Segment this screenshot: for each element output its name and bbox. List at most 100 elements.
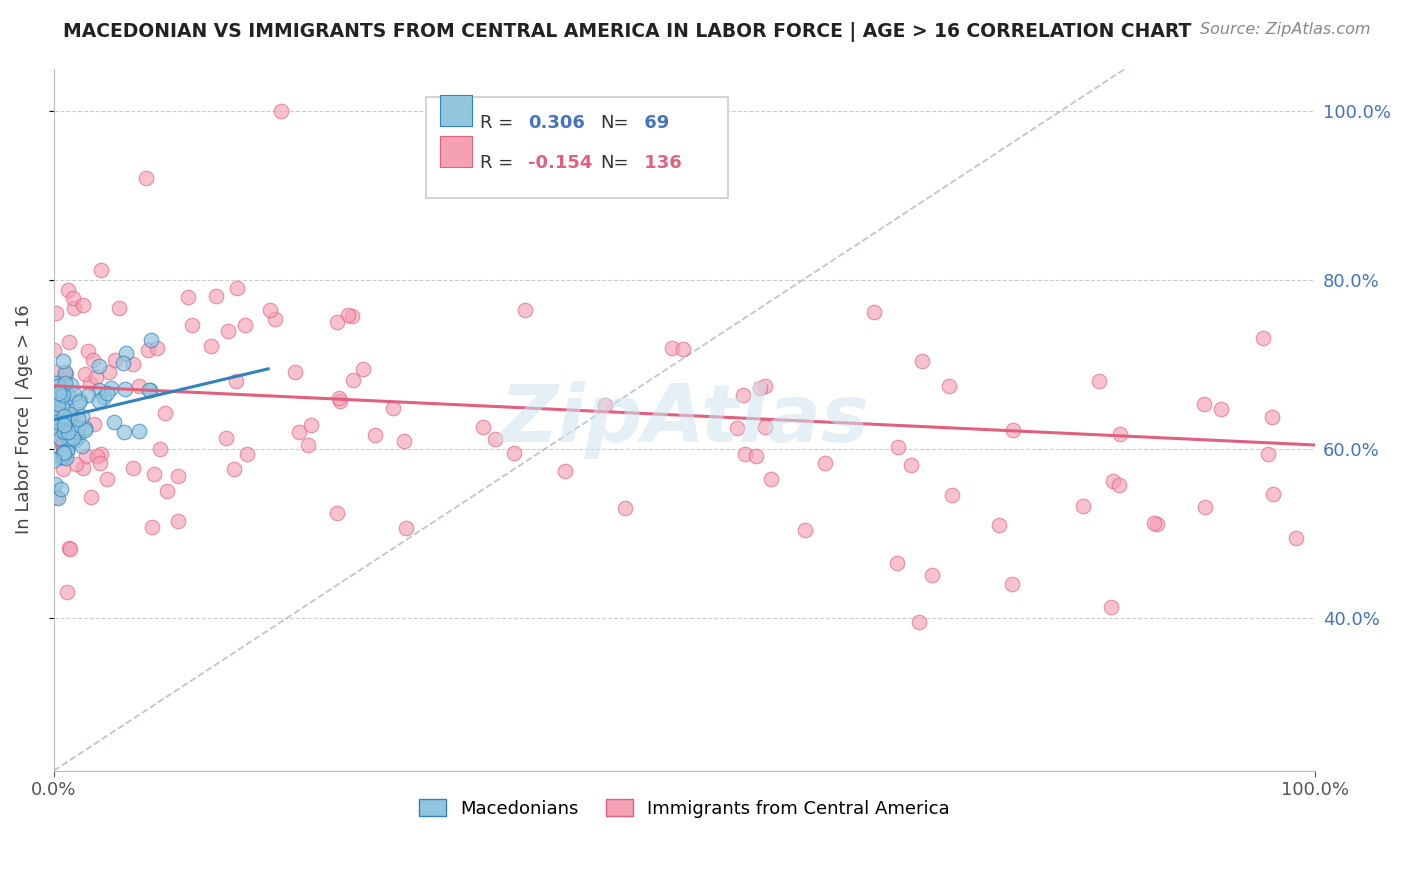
Point <box>49 482 72 496</box>
Point <box>44 414 66 428</box>
Point <box>1146 517 1168 532</box>
Point <box>89 359 111 374</box>
Point <box>299 417 322 432</box>
Point <box>1261 410 1284 425</box>
Point <box>363 428 385 442</box>
Point <box>52 372 75 386</box>
Point <box>225 374 247 388</box>
Point <box>554 464 576 478</box>
Point <box>83 417 105 432</box>
Point <box>1099 599 1122 614</box>
Point <box>288 425 311 439</box>
Point <box>86 449 108 463</box>
Point <box>52 462 75 476</box>
Point <box>156 483 179 498</box>
Point <box>53 425 76 440</box>
Point <box>63 387 86 401</box>
Point <box>55 450 77 465</box>
Point <box>55 428 77 442</box>
Text: 0.306: 0.306 <box>527 113 585 132</box>
Point <box>53 368 76 382</box>
Point <box>96 385 118 400</box>
Point <box>614 501 637 516</box>
Point <box>138 383 160 397</box>
Point <box>754 379 776 393</box>
Point <box>392 434 415 449</box>
Point <box>56 425 79 439</box>
Point <box>52 445 75 459</box>
Point <box>1251 331 1274 345</box>
Point <box>45 425 67 439</box>
Point <box>1211 401 1233 416</box>
Point <box>97 365 120 379</box>
Point <box>167 515 190 529</box>
Point <box>114 382 136 396</box>
Point <box>236 447 259 461</box>
Point <box>1194 500 1216 515</box>
Point <box>51 387 73 401</box>
Point <box>90 262 112 277</box>
Point <box>72 409 94 423</box>
Text: N=: N= <box>600 113 628 132</box>
Point <box>139 384 162 398</box>
Point <box>48 423 70 437</box>
Point <box>79 376 101 390</box>
Text: R =: R = <box>479 113 519 132</box>
Point <box>72 461 94 475</box>
Point <box>1257 447 1279 461</box>
Point <box>283 365 305 379</box>
Point <box>55 425 77 439</box>
Point <box>89 456 111 470</box>
Point <box>908 615 931 630</box>
Point <box>44 409 66 423</box>
Point <box>200 339 222 353</box>
Point <box>51 423 73 437</box>
Point <box>65 457 87 471</box>
Point <box>55 404 77 418</box>
Point <box>52 388 75 402</box>
Point <box>75 368 97 382</box>
Point <box>108 301 131 316</box>
Point <box>66 420 89 434</box>
Point <box>52 436 75 450</box>
Point <box>63 301 86 315</box>
Point <box>49 391 72 405</box>
Point <box>56 283 79 297</box>
Point <box>53 392 76 407</box>
Point <box>177 289 200 303</box>
Point <box>112 425 135 439</box>
Point <box>515 303 537 318</box>
Point <box>58 541 80 555</box>
Point <box>51 400 73 414</box>
FancyBboxPatch shape <box>440 136 472 167</box>
Point <box>217 324 239 338</box>
Point <box>326 506 349 520</box>
Point <box>122 461 145 475</box>
Point <box>205 289 228 303</box>
Point <box>67 429 90 443</box>
Point <box>1109 427 1132 442</box>
Point <box>104 353 127 368</box>
Point <box>128 379 150 393</box>
Point <box>111 356 134 370</box>
Point <box>65 433 87 447</box>
Point <box>167 468 190 483</box>
Point <box>382 401 405 416</box>
Point <box>73 420 96 434</box>
Point <box>52 450 75 464</box>
Point <box>42 453 65 467</box>
Point <box>76 344 98 359</box>
Point <box>87 393 110 408</box>
Point <box>1263 487 1285 501</box>
Point <box>862 304 884 318</box>
Point <box>48 450 70 464</box>
Point <box>484 432 506 446</box>
Point <box>395 521 418 535</box>
Point <box>48 491 70 506</box>
Point <box>70 439 93 453</box>
Point <box>53 376 76 390</box>
Point <box>136 343 159 358</box>
Point <box>328 394 350 409</box>
Point <box>82 352 104 367</box>
Point <box>215 431 238 445</box>
